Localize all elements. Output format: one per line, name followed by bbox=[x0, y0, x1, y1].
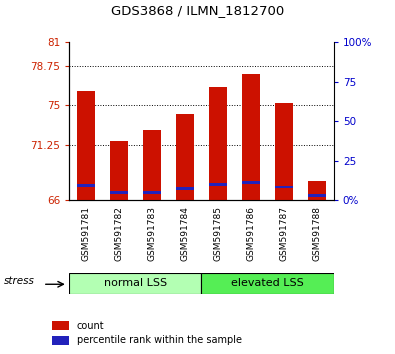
Bar bbox=[242, 74, 260, 200]
Bar bbox=[275, 185, 293, 188]
Bar bbox=[110, 191, 128, 194]
Bar bbox=[53, 321, 69, 330]
Bar bbox=[308, 181, 326, 200]
Bar bbox=[143, 130, 161, 200]
Bar bbox=[77, 184, 95, 187]
Text: count: count bbox=[77, 321, 104, 331]
Bar bbox=[69, 273, 201, 294]
Bar bbox=[209, 183, 227, 186]
Text: normal LSS: normal LSS bbox=[104, 278, 167, 288]
Bar bbox=[110, 141, 128, 200]
Bar bbox=[242, 181, 260, 184]
Bar bbox=[209, 87, 227, 200]
Bar bbox=[308, 194, 326, 197]
Bar bbox=[176, 187, 194, 189]
Text: stress: stress bbox=[4, 276, 34, 286]
Bar bbox=[143, 191, 161, 194]
Text: percentile rank within the sample: percentile rank within the sample bbox=[77, 335, 242, 345]
Text: elevated LSS: elevated LSS bbox=[231, 278, 304, 288]
Bar bbox=[275, 103, 293, 200]
Bar bbox=[176, 114, 194, 200]
Bar bbox=[201, 273, 334, 294]
Bar bbox=[53, 336, 69, 345]
Bar bbox=[77, 91, 95, 200]
Text: GDS3868 / ILMN_1812700: GDS3868 / ILMN_1812700 bbox=[111, 4, 284, 17]
